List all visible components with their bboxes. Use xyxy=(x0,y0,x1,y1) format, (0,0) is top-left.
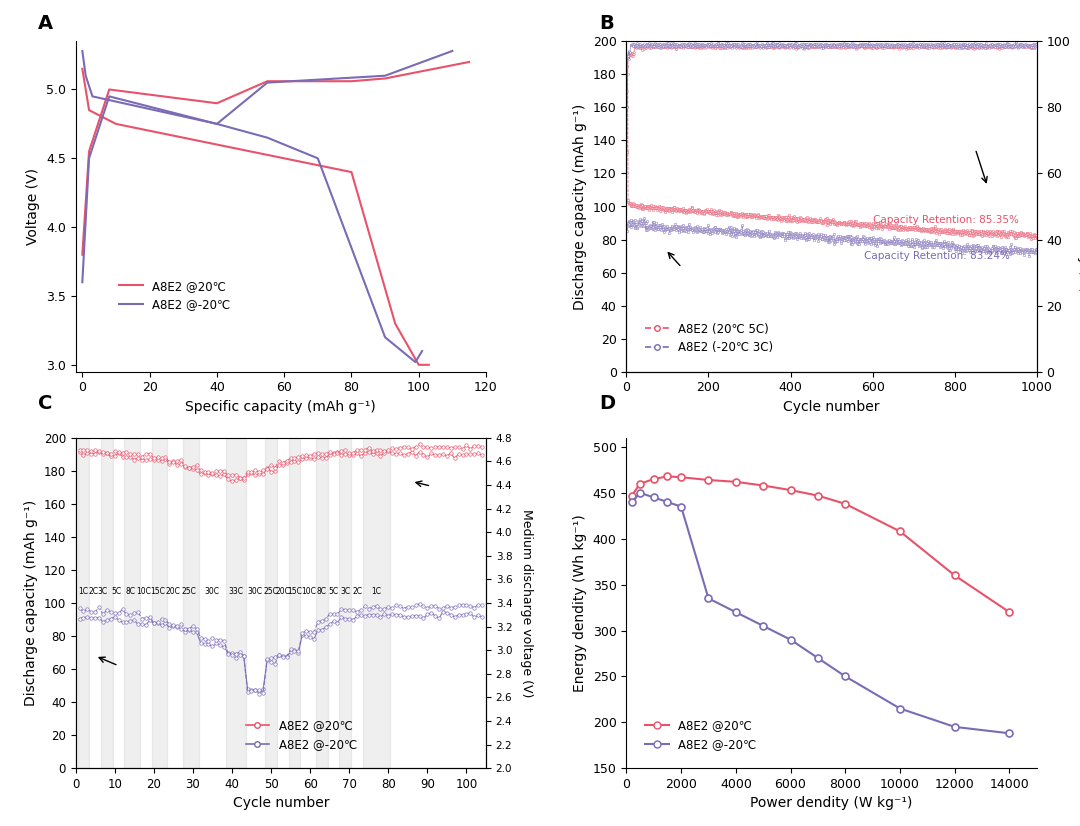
Text: 15C: 15C xyxy=(287,587,302,596)
Bar xyxy=(288,438,300,768)
Bar xyxy=(363,438,390,768)
X-axis label: Cycle number: Cycle number xyxy=(783,400,880,414)
Text: 33C: 33C xyxy=(228,587,243,596)
Text: 25C: 25C xyxy=(264,587,279,596)
Text: 5C: 5C xyxy=(111,587,122,596)
Bar xyxy=(339,438,351,768)
Text: 20C: 20C xyxy=(275,587,291,596)
Text: 25C: 25C xyxy=(181,587,197,596)
Text: Capacity Retention: 83.24%: Capacity Retention: 83.24% xyxy=(864,251,1010,261)
X-axis label: Power dendity (W kg⁻¹): Power dendity (W kg⁻¹) xyxy=(751,796,913,810)
Text: 2C: 2C xyxy=(352,587,362,596)
Text: B: B xyxy=(599,14,615,33)
Legend: A8E2 @20℃, A8E2 @-20℃: A8E2 @20℃, A8E2 @-20℃ xyxy=(114,275,235,316)
Bar xyxy=(152,438,167,768)
Bar xyxy=(316,438,327,768)
Y-axis label: Coulombic efficiency (%): Coulombic efficiency (%) xyxy=(1077,120,1080,293)
Text: 1C: 1C xyxy=(79,587,89,596)
Y-axis label: Discharge capacity (mAh g⁻¹): Discharge capacity (mAh g⁻¹) xyxy=(573,103,588,310)
Text: 3C: 3C xyxy=(98,587,108,596)
Legend: A8E2 @20℃, A8E2 @-20℃: A8E2 @20℃, A8E2 @-20℃ xyxy=(241,714,362,756)
Text: 30C: 30C xyxy=(205,587,220,596)
Text: 3C: 3C xyxy=(340,587,350,596)
Text: D: D xyxy=(599,394,616,413)
Y-axis label: Discharge capacity (mAh g⁻¹): Discharge capacity (mAh g⁻¹) xyxy=(24,500,38,706)
Bar xyxy=(102,438,112,768)
X-axis label: Cycle number: Cycle number xyxy=(232,796,329,810)
Text: C: C xyxy=(38,394,52,413)
Text: 10C: 10C xyxy=(300,587,315,596)
X-axis label: Specific capacity (mAh g⁻¹): Specific capacity (mAh g⁻¹) xyxy=(186,400,376,414)
Legend: A8E2 @20℃, A8E2 @-20℃: A8E2 @20℃, A8E2 @-20℃ xyxy=(640,714,761,756)
Text: 1C: 1C xyxy=(372,587,381,596)
Text: Capacity Retention: 85.35%: Capacity Retention: 85.35% xyxy=(873,215,1018,225)
Bar xyxy=(124,438,140,768)
Text: A: A xyxy=(38,14,53,33)
Y-axis label: Voltage (V): Voltage (V) xyxy=(26,168,40,245)
Text: 15C: 15C xyxy=(150,587,165,596)
Text: 5C: 5C xyxy=(328,587,339,596)
Bar xyxy=(226,438,245,768)
Legend: A8E2 (20℃ 5C), A8E2 (-20℃ 3C): A8E2 (20℃ 5C), A8E2 (-20℃ 3C) xyxy=(640,318,778,359)
Text: 20C: 20C xyxy=(166,587,180,596)
Y-axis label: Energy dendity (Wh kg⁻¹): Energy dendity (Wh kg⁻¹) xyxy=(573,514,588,692)
Bar xyxy=(78,438,90,768)
Text: 2C: 2C xyxy=(89,587,98,596)
Text: 8C: 8C xyxy=(125,587,135,596)
Text: 10C: 10C xyxy=(136,587,151,596)
Bar xyxy=(266,438,276,768)
Text: 30C: 30C xyxy=(248,587,262,596)
Y-axis label: Medium discharge voltage (V): Medium discharge voltage (V) xyxy=(521,509,534,697)
Bar xyxy=(184,438,199,768)
Text: 8C: 8C xyxy=(316,587,327,596)
